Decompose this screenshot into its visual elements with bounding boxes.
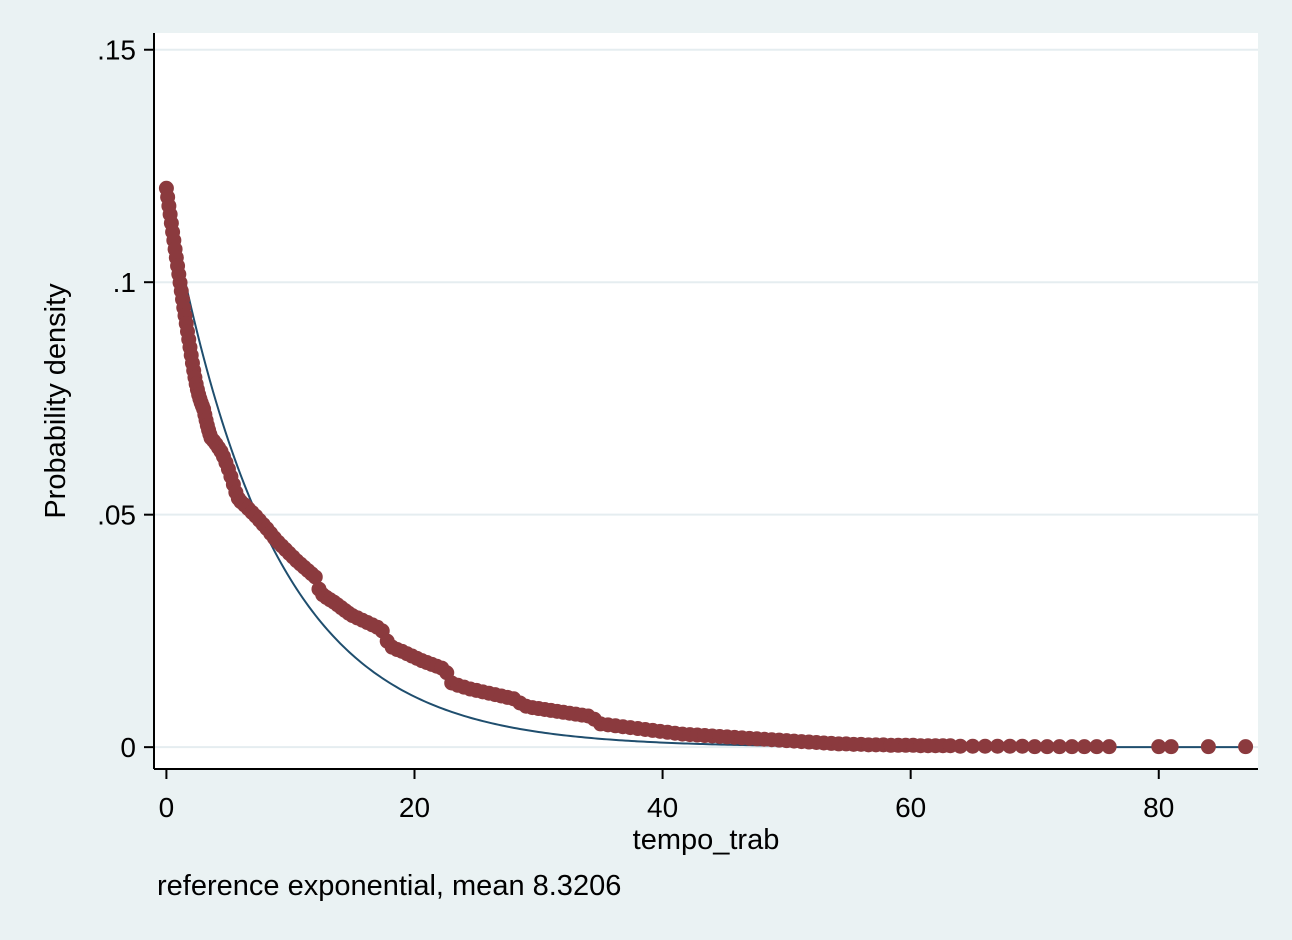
density-point-181: [1089, 739, 1105, 755]
y-tick-label-2: .1: [113, 267, 136, 298]
density-point-173: [990, 738, 1006, 754]
density-point-185: [1200, 739, 1216, 755]
density-point-184: [1163, 739, 1179, 755]
x-tick-label-1: 20: [399, 792, 430, 823]
density-point-179: [1064, 739, 1080, 755]
density-point-186: [1238, 739, 1254, 755]
chart-note: reference exponential, mean 8.3206: [157, 870, 621, 902]
plot-area: [154, 33, 1258, 769]
density-point-175: [1014, 738, 1030, 754]
x-axis-title: tempo_trab: [633, 824, 780, 856]
density-point-172: [977, 738, 993, 754]
x-tick-label-4: 80: [1143, 792, 1174, 823]
density-point-180: [1076, 739, 1092, 755]
y-axis-title: Probability density: [40, 283, 72, 519]
y-tick-label-0: 0: [120, 732, 136, 763]
density-point-174: [1002, 738, 1018, 754]
x-tick-label-0: 0: [159, 792, 175, 823]
density-point-178: [1052, 739, 1068, 755]
density-point-171: [965, 738, 981, 754]
y-tick-label-1: .05: [97, 500, 136, 531]
density-point-170: [952, 738, 968, 754]
x-axis-ticks: 0 20 40 60 80: [159, 769, 1174, 823]
y-tick-label-3: .15: [97, 35, 136, 66]
density-point-68: [307, 569, 323, 585]
density-points: [158, 180, 1254, 755]
x-tick-label-2: 40: [647, 792, 678, 823]
density-point-176: [1027, 739, 1043, 755]
density-point-177: [1039, 739, 1055, 755]
density-point-182: [1101, 739, 1117, 755]
x-tick-label-3: 60: [895, 792, 926, 823]
y-axis-ticks: 0 .05 .1 .15: [97, 35, 154, 763]
density-point-183: [1151, 739, 1167, 755]
